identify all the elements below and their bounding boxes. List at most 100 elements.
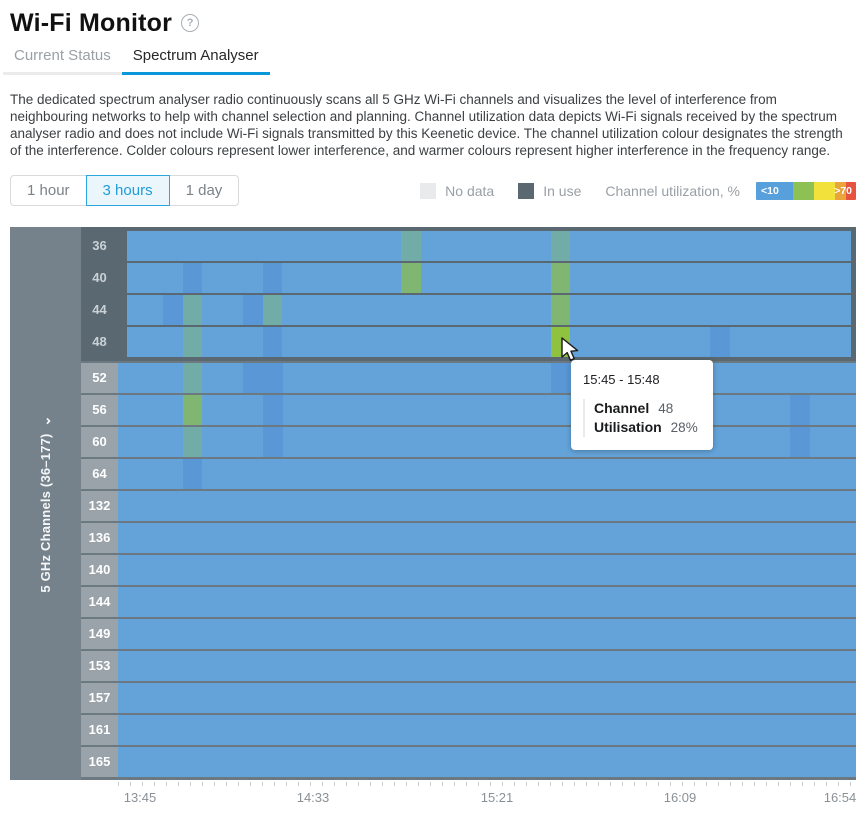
channel-track-149[interactable] [118,619,856,649]
axis-tick [118,782,119,786]
axis-tick [826,782,827,786]
heatmap-cell[interactable] [263,395,283,425]
heatmap-cell[interactable] [401,263,421,293]
channel-row-64: 64 [81,459,856,489]
heatmap-cell[interactable] [551,363,570,393]
axis-tick [562,782,563,786]
channel-track-132[interactable] [118,491,856,521]
axis-tick [322,782,323,786]
heatmap-cell[interactable] [243,295,263,325]
heatmap-cell[interactable] [790,427,810,457]
channel-track-36[interactable] [127,231,851,261]
range-1-hour-button[interactable]: 1 hour [10,175,87,206]
channel-track-161[interactable] [118,715,856,745]
axis-tick [514,782,515,786]
channel-track-56[interactable] [118,395,856,425]
axis-tick [226,782,227,786]
axis-tick [718,782,719,786]
channel-track-64[interactable] [118,459,856,489]
axis-tick [334,782,335,786]
axis-tick [190,782,191,786]
channel-track-60[interactable] [118,427,856,457]
axis-tick [526,782,527,786]
channel-label: 153 [81,651,118,681]
axis-tick [658,782,659,786]
heatmap-cell[interactable] [263,327,282,357]
heatmap-cell[interactable] [183,295,202,325]
heatmap-cell[interactable] [263,263,282,293]
no-data-swatch [420,182,437,199]
heatmap-cell[interactable] [263,427,283,457]
channel-track-153[interactable] [118,651,856,681]
channel-track-140[interactable] [118,555,856,585]
heatmap-cell[interactable] [710,327,730,357]
heatmap-cell[interactable] [263,295,282,325]
scale-max-label: >70 [834,184,852,197]
channel-label: 44 [92,302,107,317]
heatmap-cell[interactable] [183,263,202,293]
channel-track-48[interactable] [127,327,851,357]
axis-tick [466,782,467,786]
heatmap-cell[interactable] [183,395,202,425]
tab-spectrum-analyser[interactable]: Spectrum Analyser [121,47,270,75]
tab-current-status[interactable]: Current Status [3,47,122,75]
help-icon[interactable]: ? [181,14,200,32]
tooltip: 15:45 - 15:48 Channel 48 Utilisation 28% [571,360,713,450]
page-title: Wi-Fi Monitor [10,8,173,37]
scale-segment [835,181,846,200]
channel-label: 52 [81,363,118,393]
channel-track-144[interactable] [118,587,856,617]
page-header: Wi-Fi Monitor ? [10,8,866,38]
channel-track-40[interactable] [127,263,851,293]
axis-tick [238,782,239,786]
channel-track-157[interactable] [118,683,856,713]
channel-track-136[interactable] [118,523,856,553]
heatmap-cell[interactable] [183,427,202,457]
axis-tick [694,782,695,786]
utilization-scale: <10 >70 [756,181,856,200]
axis-tick [454,782,455,786]
axis-tick [166,782,167,786]
range-1-day-button[interactable]: 1 day [168,175,240,206]
heatmap-cell[interactable] [243,363,283,393]
channel-track-44[interactable] [127,295,851,325]
channel-row-153: 153 [81,651,856,681]
channel-track-165[interactable] [118,747,856,777]
tooltip-channel-label: Channel [594,400,650,416]
y-axis: 5 GHz Channels (36–177) ⌄ [10,227,81,780]
scale-segment [756,181,793,200]
heatmap-cell[interactable] [551,263,570,293]
axis-tick [754,782,755,786]
axis-tick [598,782,599,786]
axis-tick [502,782,503,786]
axis-tick [646,782,647,786]
channel-row-136: 136 [81,523,856,553]
channel-label: 132 [81,491,118,521]
heatmap-cell[interactable] [551,295,570,325]
y-axis-label: 5 GHz Channels (36–177) [37,432,53,593]
axis-tick [178,782,179,786]
axis-tick [538,782,539,786]
heatmap-cell[interactable] [183,363,202,393]
heatmap-cell[interactable] [163,295,183,325]
axis-tick [850,782,851,786]
chevron-icon: ⌄ [37,414,53,426]
range-3-hours-button[interactable]: 3 hours [85,175,170,206]
heatmap-cell[interactable] [790,395,810,425]
heatmap-cell[interactable] [183,459,202,489]
y-axis-group-toggle[interactable]: 5 GHz Channels (36–177) ⌄ [38,415,54,592]
channel-label: 40 [92,270,107,285]
no-data-label: No data [445,182,495,199]
axis-tick [250,782,251,786]
heatmap-cell[interactable] [551,327,570,357]
channel-row-56: 56 [81,395,856,425]
heatmap-cell[interactable] [183,327,202,357]
heatmap-cell[interactable] [401,231,421,261]
channel-row-165: 165 [81,747,856,777]
channel-label: 136 [81,523,118,553]
axis-tick [154,782,155,786]
heatmap-cell[interactable] [551,231,570,261]
channel-track-52[interactable] [118,363,856,393]
tab-bar: Current Status Spectrum Analyser [3,47,866,75]
